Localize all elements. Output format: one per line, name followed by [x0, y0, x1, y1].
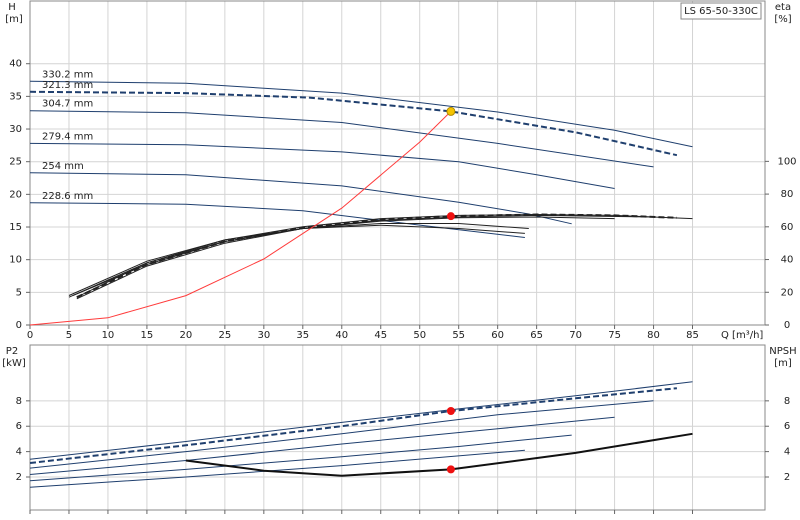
curve: [29, 387, 677, 464]
title-box: [680, 2, 762, 20]
y-axis-label: P2: [6, 346, 18, 357]
y-tick-label: 6: [16, 421, 22, 432]
y2-axis-label: eta: [775, 2, 791, 13]
y2-axis-unit: [m]: [774, 358, 792, 369]
curve: [29, 110, 654, 168]
y-axis-unit: [kW]: [2, 358, 26, 369]
x-tick-label: 10: [102, 330, 115, 341]
y2-tick-label: 8: [784, 396, 790, 407]
operating-point: [446, 212, 455, 221]
y2-tick-label: 80: [781, 189, 794, 200]
y-tick-label: 20: [9, 189, 22, 200]
curve: [68, 224, 525, 296]
x-tick-label: 60: [491, 330, 504, 341]
curve: [29, 142, 615, 189]
chart-title: LS 65-50-330C: [684, 6, 758, 17]
x-tick-label: 65: [530, 330, 543, 341]
y-tick-label: 25: [9, 157, 22, 168]
curve: [68, 223, 529, 298]
x-tick-label: 55: [452, 330, 465, 341]
curve: [29, 434, 572, 482]
y2-tick-label: 4: [784, 447, 790, 458]
x-tick-label: 80: [647, 330, 660, 341]
curve-label: 330.2 mm: [42, 69, 93, 80]
x-tick-label: 70: [569, 330, 582, 341]
curve-label: 304.7 mm: [42, 99, 93, 110]
x-tick-label: 40: [335, 330, 348, 341]
x-tick-label: 15: [141, 330, 154, 341]
x-tick-label: 85: [686, 330, 699, 341]
operating-point: [446, 407, 455, 415]
y2-axis-unit: [%]: [774, 14, 791, 25]
plot-frame: [29, 0, 766, 326]
operating-point: [446, 465, 455, 474]
y2-axis-label: NPSH: [769, 346, 796, 357]
operating-point: [446, 106, 456, 116]
y-tick-label: 40: [9, 59, 22, 70]
x-tick-label: 0: [27, 330, 33, 341]
y2-tick-label: 100: [777, 156, 796, 167]
plot-frame: [29, 344, 766, 511]
x-tick-label: 25: [218, 330, 231, 341]
curve-label: 279.4 mm: [42, 131, 93, 142]
x-tick-label: 20: [180, 330, 193, 341]
y2-tick-label: 60: [781, 222, 794, 233]
curve: [29, 381, 693, 460]
curve-label: 228.6 mm: [42, 191, 93, 202]
curve: [29, 400, 654, 469]
curve: [185, 432, 693, 477]
y-tick-label: 30: [9, 124, 22, 135]
y2-tick-label: 20: [781, 287, 794, 298]
y-axis-unit: [m]: [5, 14, 23, 25]
y-tick-label: 5: [16, 287, 22, 298]
curve-label: 254 mm: [42, 161, 84, 172]
curve: [29, 111, 452, 326]
curve: [29, 202, 525, 238]
y-tick-label: 10: [9, 255, 22, 266]
y-tick-label: 8: [16, 396, 22, 407]
x-tick-label: 30: [257, 330, 270, 341]
x-tick-label: 35: [296, 330, 309, 341]
y2-tick-label: 2: [784, 472, 790, 483]
curve: [72, 216, 615, 296]
curve: [29, 416, 615, 475]
curve-label: 321.3 mm: [42, 80, 93, 91]
y-tick-label: 35: [9, 91, 22, 102]
y-tick-label: 4: [16, 447, 22, 458]
x-axis-label: Q [m³/h]: [721, 330, 763, 341]
y2-tick-label: 0: [784, 320, 790, 331]
curve: [29, 80, 693, 148]
x-tick-label: 50: [413, 330, 426, 341]
x-tick-label: 75: [608, 330, 621, 341]
y-tick-label: 15: [9, 222, 22, 233]
y-axis-label: H: [8, 2, 16, 13]
x-tick-label: 45: [374, 330, 387, 341]
curve: [29, 90, 678, 157]
y2-tick-label: 6: [784, 421, 790, 432]
y2-tick-label: 40: [781, 255, 794, 266]
y-tick-label: 0: [16, 320, 22, 331]
x-tick-label: 5: [66, 330, 72, 341]
y-tick-label: 2: [16, 472, 22, 483]
